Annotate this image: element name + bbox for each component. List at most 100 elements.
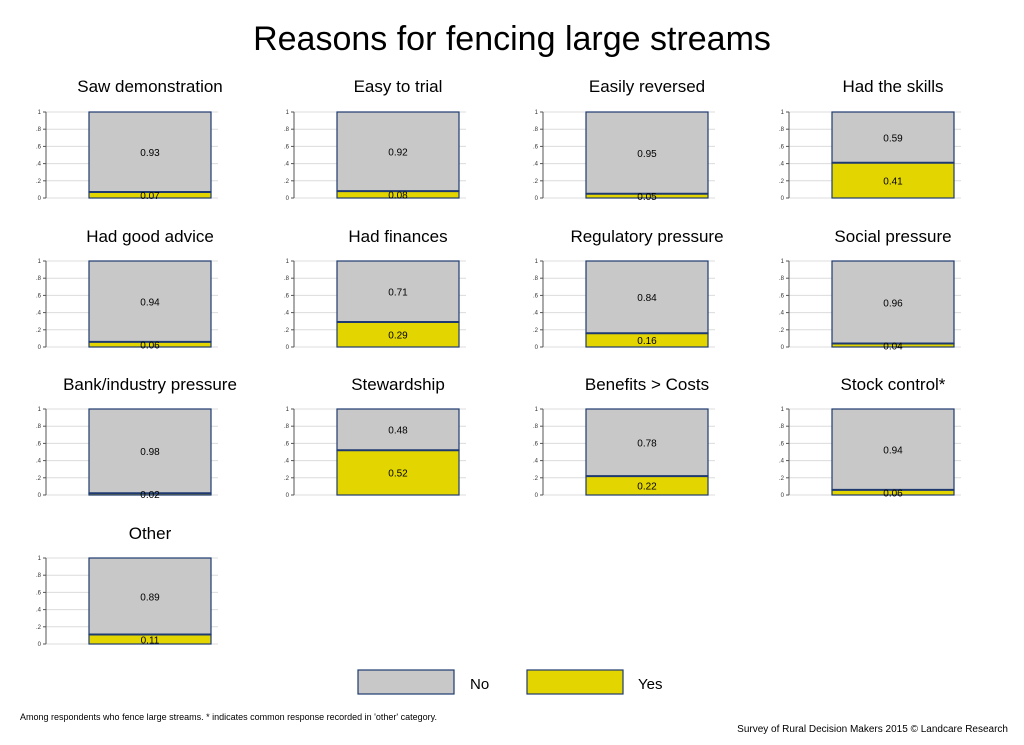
bar-no	[831, 111, 955, 164]
bar-yes-label: 0.07	[140, 191, 160, 202]
chart-title: Reasons for fencing large streams	[253, 20, 771, 58]
panel-title: Easily reversed	[589, 77, 705, 96]
panel-title: Stewardship	[351, 375, 445, 394]
y-tick-label: .4	[779, 459, 785, 465]
bar-no	[88, 260, 212, 343]
bar-no-label: 0.48	[388, 426, 408, 437]
y-tick-label: .2	[284, 179, 290, 185]
y-tick-label: .4	[779, 311, 785, 317]
y-tick-label: .2	[36, 625, 42, 631]
y-tick-label: .4	[36, 162, 42, 168]
y-tick-label: .2	[533, 328, 539, 334]
y-tick-label: .2	[284, 476, 290, 482]
bar-no	[585, 260, 709, 334]
panel: Benefits > Costs 0 .2 .4 .6 .8 1 0.78 0.22	[533, 375, 715, 499]
bar-yes-label: 0.41	[883, 176, 903, 187]
y-tick-label: .4	[284, 459, 290, 465]
bar-yes	[336, 321, 460, 348]
y-tick-label: .8	[284, 424, 290, 430]
bar-no	[336, 111, 460, 192]
y-tick-label: .6	[533, 144, 539, 150]
y-tick-label: .2	[533, 179, 539, 185]
panel-title: Had good advice	[86, 227, 214, 246]
y-tick-label: .6	[36, 590, 42, 596]
y-tick-label: .6	[36, 144, 42, 150]
bar-yes-label: 0.16	[637, 336, 657, 347]
y-tick-label: 1	[286, 407, 290, 413]
y-tick-label: 1	[781, 110, 785, 116]
y-tick-label: .6	[284, 144, 290, 150]
panel-title: Easy to trial	[354, 77, 443, 96]
panel-title: Stock control*	[841, 375, 946, 394]
bar-yes-label: 0.04	[883, 341, 903, 352]
y-tick-label: .2	[284, 328, 290, 334]
bar-no-label: 0.78	[637, 439, 657, 450]
y-tick-label: .4	[779, 162, 785, 168]
y-tick-label: 0	[286, 493, 290, 499]
y-tick-label: .8	[36, 424, 42, 430]
bar-yes-label: 0.29	[388, 331, 408, 342]
y-tick-label: .2	[533, 476, 539, 482]
bar-no-label: 0.93	[140, 148, 160, 159]
y-tick-label: 1	[781, 407, 785, 413]
panel: Social pressure 0 .2 .4 .6 .8 1 0.96 0.04	[779, 227, 961, 352]
y-tick-label: 1	[535, 407, 539, 413]
legend: No Yes	[357, 669, 662, 695]
y-tick-label: .6	[284, 441, 290, 447]
y-tick-label: .8	[779, 424, 785, 430]
bar-no-label: 0.94	[140, 297, 160, 308]
bar-no-label: 0.84	[637, 293, 657, 304]
bar-no	[585, 111, 709, 195]
y-tick-label: 1	[781, 259, 785, 265]
y-tick-label: 1	[286, 110, 290, 116]
bar-no	[585, 408, 709, 477]
bar-yes-label: 0.02	[140, 490, 160, 501]
panel-title: Had finances	[348, 227, 447, 246]
y-tick-label: .6	[284, 293, 290, 299]
panel: Easily reversed 0 .2 .4 .6 .8 1 0.95 0.05	[533, 77, 715, 203]
bar-no-label: 0.92	[388, 148, 408, 159]
y-tick-label: .8	[533, 276, 539, 282]
bar-no-label: 0.94	[883, 445, 903, 456]
legend-label-yes: Yes	[638, 676, 662, 693]
bar-no	[336, 260, 460, 323]
y-tick-label: .4	[284, 311, 290, 317]
panel: Stewardship 0 .2 .4 .6 .8 1 0.48 0.52	[284, 375, 466, 499]
panel-title: Had the skills	[842, 77, 943, 96]
y-tick-label: .6	[779, 293, 785, 299]
y-tick-label: 0	[781, 345, 785, 351]
panel: Easy to trial 0 .2 .4 .6 .8 1 0.92 0.08	[284, 77, 466, 202]
y-tick-label: .6	[533, 293, 539, 299]
y-tick-label: 0	[286, 345, 290, 351]
y-tick-label: .8	[36, 276, 42, 282]
y-tick-label: .8	[779, 276, 785, 282]
y-tick-label: .8	[533, 424, 539, 430]
y-tick-label: .8	[36, 573, 42, 579]
y-tick-label: .2	[779, 328, 785, 334]
bar-yes-label: 0.05	[637, 192, 657, 203]
bar-yes-label: 0.11	[141, 635, 160, 646]
y-tick-label: .4	[533, 459, 539, 465]
y-tick-label: .4	[36, 311, 42, 317]
y-tick-label: 0	[38, 196, 42, 202]
bar-no-label: 0.59	[883, 133, 903, 144]
y-tick-label: 1	[38, 110, 42, 116]
bar-no	[831, 260, 955, 345]
y-tick-label: .6	[36, 441, 42, 447]
y-tick-label: .2	[36, 328, 42, 334]
y-tick-label: 1	[38, 407, 42, 413]
panel-title: Social pressure	[834, 227, 951, 246]
panel: Had good advice 0 .2 .4 .6 .8 1 0.94 0.06	[36, 227, 218, 351]
footnote: Among respondents who fence large stream…	[20, 712, 437, 722]
legend-swatch-no	[357, 669, 455, 695]
y-tick-label: 0	[535, 345, 539, 351]
y-tick-label: 1	[286, 259, 290, 265]
bar-yes-label: 0.52	[388, 469, 408, 480]
y-tick-label: .2	[36, 476, 42, 482]
bar-yes-label: 0.06	[883, 488, 903, 499]
y-tick-label: 1	[38, 556, 42, 562]
panel: Bank/industry pressure 0 .2 .4 .6 .8 1 0.98 0.02	[36, 375, 237, 501]
panels: Saw demonstration 0 .2 .4 .6 .8 1 0.93 0.07 Easy …	[36, 77, 961, 648]
y-tick-label: .4	[533, 311, 539, 317]
